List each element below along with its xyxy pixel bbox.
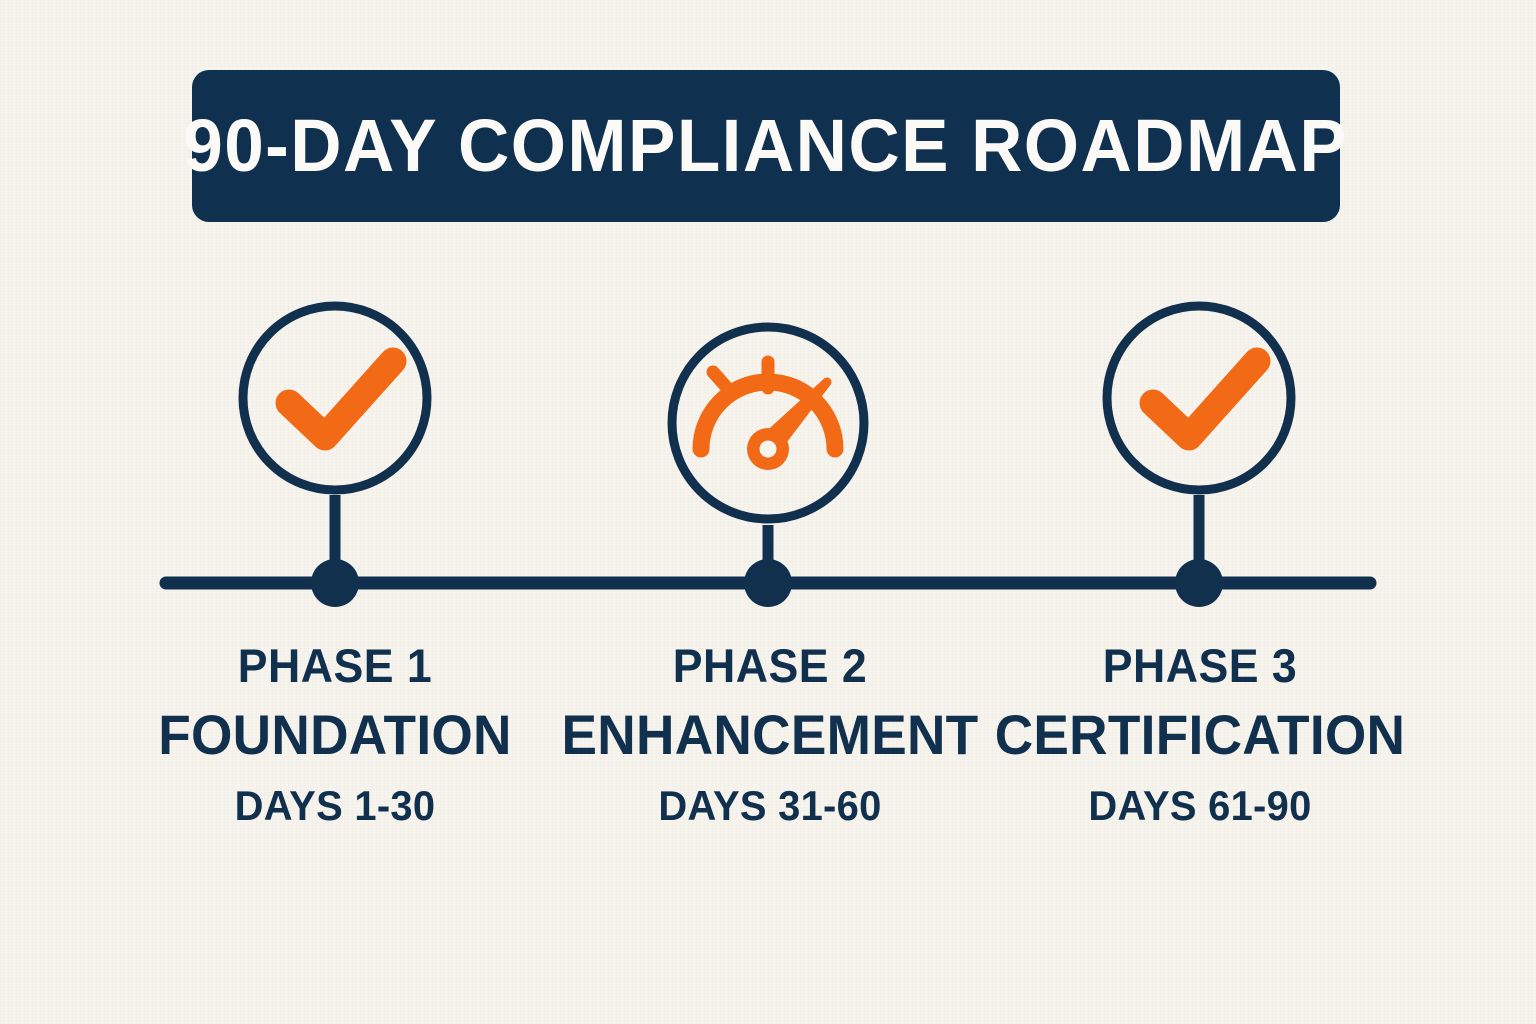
phase-3-node-group[interactable] bbox=[1102, 301, 1296, 607]
title-banner: 90-DAY COMPLIANCE ROADMAP bbox=[184, 70, 1347, 222]
phase-1-labels: PHASE 1 FOUNDATION DAYS 1-30 bbox=[85, 642, 585, 828]
phase-2-node-group[interactable] bbox=[667, 322, 869, 607]
phase-2-icon-circle bbox=[667, 322, 869, 524]
phase-1-node-dot bbox=[311, 559, 359, 607]
phase-1-node-group[interactable] bbox=[238, 301, 432, 607]
phase-3-name: CERTIFICATION bbox=[994, 702, 1406, 766]
phase-3-number: PHASE 3 bbox=[1102, 639, 1298, 692]
phase-1-icon-circle bbox=[238, 301, 432, 495]
phase-1-number: PHASE 1 bbox=[237, 639, 433, 692]
phase-3-icon-circle bbox=[1102, 301, 1296, 495]
phase-2-name: ENHANCEMENT bbox=[561, 702, 979, 766]
phase-2-days: DAYS 31-60 bbox=[658, 782, 882, 830]
phase-3-days: DAYS 61-90 bbox=[1088, 782, 1312, 830]
phase-2-node-dot bbox=[744, 559, 792, 607]
phase-1-name: FOUNDATION bbox=[158, 702, 512, 766]
phase-2-labels: PHASE 2 ENHANCEMENT DAYS 31-60 bbox=[520, 642, 1020, 828]
phase-3-node-dot bbox=[1175, 559, 1223, 607]
page-title: 90-DAY COMPLIANCE ROADMAP bbox=[183, 104, 1349, 187]
check-icon bbox=[1139, 347, 1271, 451]
phase-2-number: PHASE 2 bbox=[672, 639, 868, 692]
phase-3-labels: PHASE 3 CERTIFICATION DAYS 61-90 bbox=[950, 642, 1450, 828]
phase-1-days: DAYS 1-30 bbox=[234, 782, 436, 830]
check-icon bbox=[275, 347, 407, 451]
gauge-icon bbox=[692, 355, 844, 470]
